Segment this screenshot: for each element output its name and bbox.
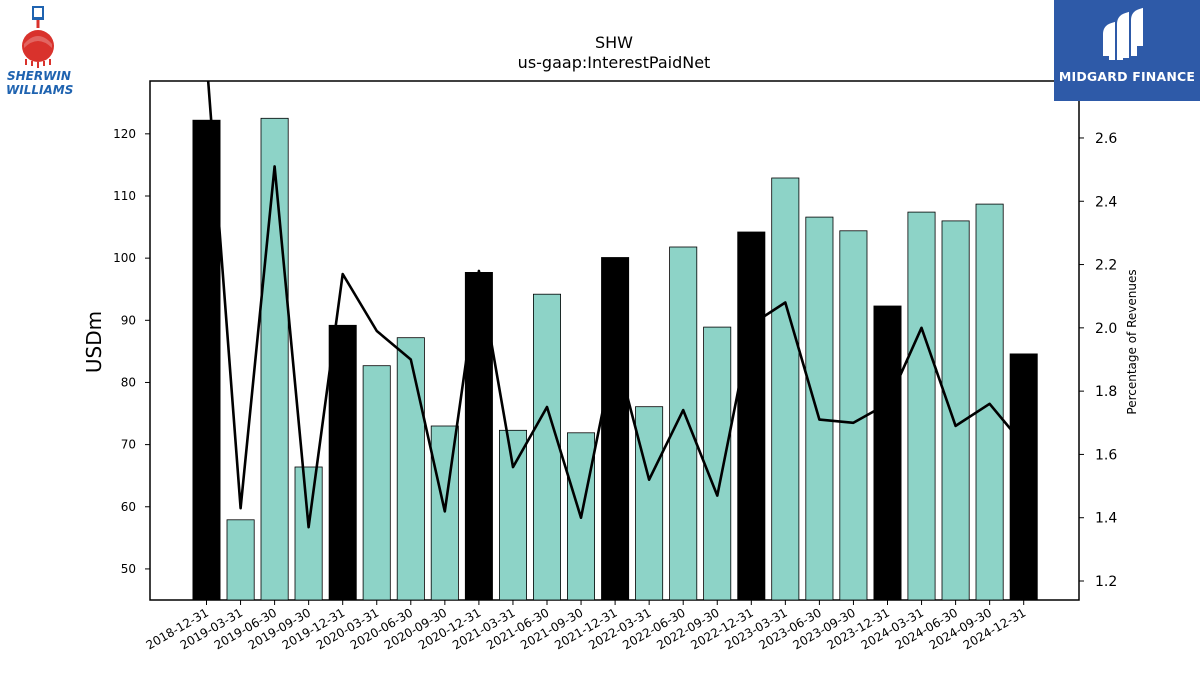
midgard-finance-label: MIDGARD FINANCE [1058,69,1196,84]
midgard-mark-icon [1103,7,1143,60]
y2-tick-label: 2.0 [1095,321,1117,337]
y-tick-label: 120 [113,127,136,141]
sherwin-williams-logo: SHERWIN WILLIAMS. [4,4,78,99]
bar [907,211,936,601]
y-tick-label: 80 [121,375,136,389]
bar [294,466,323,601]
bar [941,220,970,601]
bar [975,203,1004,601]
bar [533,293,562,601]
bar [737,231,766,601]
bar [260,117,289,601]
y2-tick-label: 1.8 [1095,384,1117,400]
left-y-axis: 50 60 70 80 90 100 110 120 [113,127,150,576]
logo-text-line1: SHERWIN [7,69,71,83]
bar [771,177,800,601]
bar [635,406,664,601]
chart-subtitle: us-gaap:InterestPaidNet [518,53,711,72]
y2-tick-label: 1.4 [1095,511,1117,527]
y-tick-label: 50 [121,562,136,576]
y2-tick-label: 1.2 [1095,574,1117,590]
bar [703,326,732,601]
y2-tick-label: 2.6 [1095,131,1117,147]
y-tick-label: 60 [121,500,136,514]
y-tick-label: 90 [121,313,136,327]
bar [396,337,425,601]
bar [1009,353,1038,601]
y-tick-label: 70 [121,438,136,452]
bar [805,216,834,601]
x-axis: 2018-12-312019-03-312019-06-302019-09-30… [144,600,1028,652]
bar [669,246,698,601]
bar [362,365,391,601]
right-y-axis: 1.2 1.4 1.6 1.8 2.0 2.2 2.4 2.6 [1079,131,1117,590]
logo-text-line2: WILLIAMS. [6,83,74,97]
y2-tick-label: 2.2 [1095,258,1117,274]
y-tick-label: 100 [113,251,136,265]
bar [328,324,357,601]
bar [839,230,868,601]
line-group [206,81,1025,529]
revenue-percentage-line [206,81,1025,529]
bar [226,519,255,601]
midgard-finance-logo: MIDGARD FINANCE [1054,0,1200,101]
chart-title: SHW [595,33,633,52]
y2-tick-label: 2.4 [1095,194,1117,210]
y2-axis-label: Percentage of Revenues [1125,269,1139,414]
globe-paint-icon: SHERWIN WILLIAMS. [6,6,78,97]
bar-group [192,117,1038,601]
bar [873,305,902,601]
bar [498,429,527,601]
y-tick-label: 110 [113,189,136,203]
y2-tick-label: 1.6 [1095,447,1117,463]
y-axis-label: USDm [82,311,106,373]
bar [601,257,630,601]
